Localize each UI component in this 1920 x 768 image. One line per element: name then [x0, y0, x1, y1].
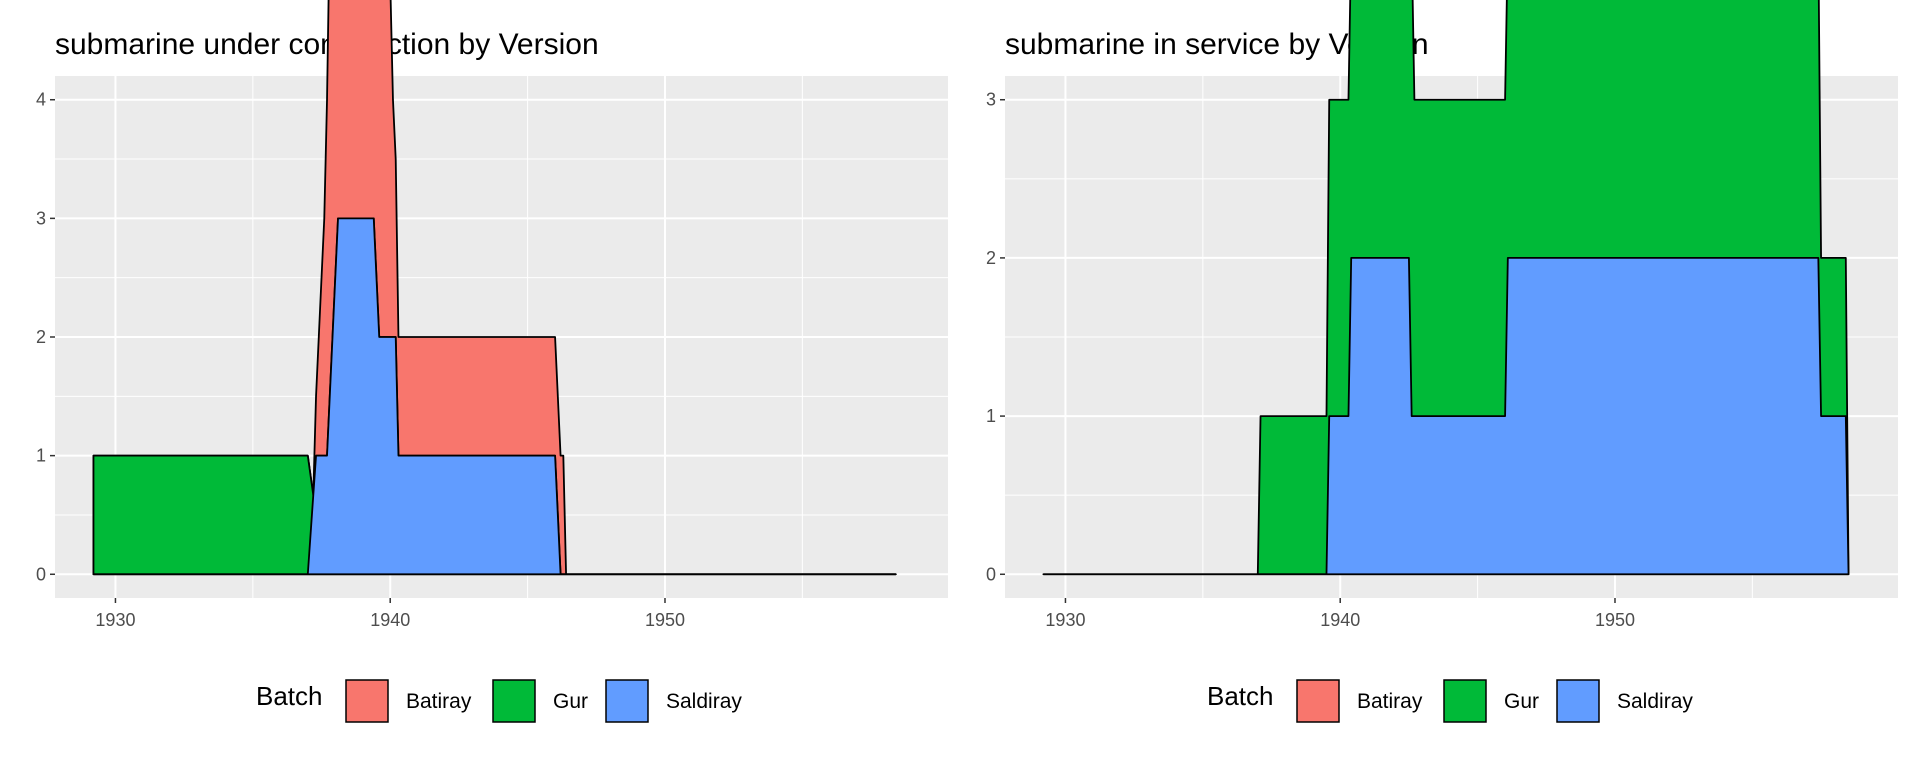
area-saldiray [92, 217, 897, 576]
legend-key-batiray [1296, 679, 1340, 723]
area-saldiray [1042, 257, 1850, 576]
chart-panel-under-construction: submarine under construction by Version … [36, 0, 948, 723]
legend-key-saldiray [605, 679, 649, 723]
legend-key-batiray [345, 679, 389, 723]
legend-key-gur [1443, 679, 1487, 723]
x-tick-label: 1950 [645, 610, 685, 630]
x-tick-label: 1930 [95, 610, 135, 630]
y-tick-label: 1 [36, 446, 46, 466]
y-tick-label: 3 [36, 208, 46, 228]
legend-label-saldiray: Saldiray [666, 690, 742, 713]
y-tick-label: 1 [986, 406, 996, 426]
legend-label-gur: Gur [1504, 690, 1539, 713]
legend-label-saldiray: Saldiray [1617, 690, 1693, 713]
legend-label-gur: Gur [553, 690, 588, 713]
x-tick-label: 1950 [1595, 610, 1635, 630]
y-tick-label: 4 [36, 90, 46, 110]
y-tick-label: 2 [986, 248, 996, 268]
y-tick-label: 2 [36, 327, 46, 347]
legend-label-batiray: Batiray [406, 690, 472, 713]
legend-title: Batch [1207, 681, 1274, 711]
x-tick-label: 1930 [1045, 610, 1085, 630]
x-tick-label: 1940 [1320, 610, 1360, 630]
y-tick-label: 3 [986, 90, 996, 110]
chart-panel-in-service: submarine in service by Version 01231930… [986, 0, 1898, 723]
legend-key-saldiray [1556, 679, 1600, 723]
x-tick-label: 1940 [370, 610, 410, 630]
legend-key-gur [492, 679, 536, 723]
legend-title: Batch [256, 681, 323, 711]
y-tick-label: 0 [986, 564, 996, 584]
y-tick-label: 0 [36, 564, 46, 584]
legend-label-batiray: Batiray [1357, 690, 1423, 713]
